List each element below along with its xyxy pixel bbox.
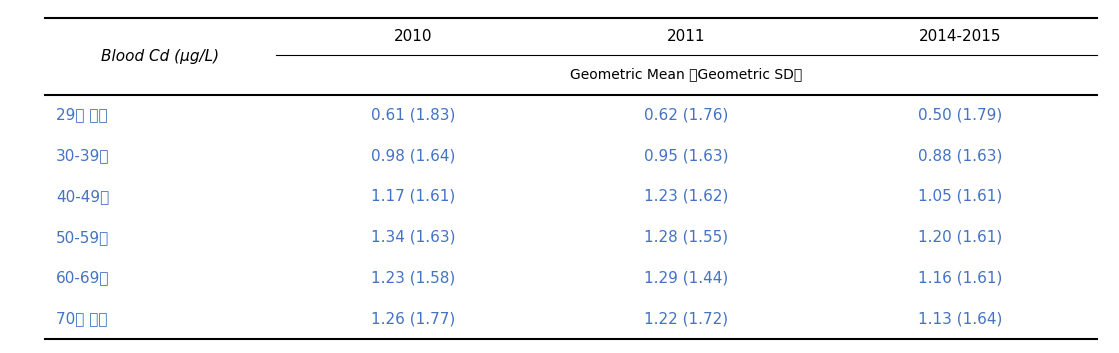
Text: 1.17 (1.61): 1.17 (1.61) [370,189,455,204]
Text: 30-39세: 30-39세 [56,148,110,163]
Text: 0.62 (1.76): 0.62 (1.76) [645,108,728,122]
Text: 1.22 (1.72): 1.22 (1.72) [645,311,728,326]
Text: 70세 이상: 70세 이상 [56,311,107,326]
Text: 0.88 (1.63): 0.88 (1.63) [918,148,1003,163]
Text: 2014-2015: 2014-2015 [919,29,1002,44]
Text: 60-69세: 60-69세 [56,270,110,285]
Text: 29세 이하: 29세 이하 [56,108,107,122]
Text: 1.13 (1.64): 1.13 (1.64) [918,311,1003,326]
Text: 2010: 2010 [394,29,432,44]
Text: 1.16 (1.61): 1.16 (1.61) [918,270,1003,285]
Text: Blood Cd (μg/L): Blood Cd (μg/L) [102,49,219,64]
Text: 1.28 (1.55): 1.28 (1.55) [645,230,728,245]
Text: 40-49세: 40-49세 [56,189,110,204]
Text: 0.50 (1.79): 0.50 (1.79) [918,108,1002,122]
Text: 1.23 (1.58): 1.23 (1.58) [370,270,455,285]
Text: 1.05 (1.61): 1.05 (1.61) [918,189,1002,204]
Text: 0.61 (1.83): 0.61 (1.83) [370,108,455,122]
Text: 1.23 (1.62): 1.23 (1.62) [645,189,728,204]
Text: 2011: 2011 [667,29,706,44]
Text: 50-59세: 50-59세 [56,230,110,245]
Text: 1.29 (1.44): 1.29 (1.44) [645,270,728,285]
Text: 1.26 (1.77): 1.26 (1.77) [370,311,455,326]
Text: 1.20 (1.61): 1.20 (1.61) [918,230,1002,245]
Text: 1.34 (1.63): 1.34 (1.63) [370,230,455,245]
Text: Geometric Mean （Geometric SD）: Geometric Mean （Geometric SD） [571,68,802,82]
Text: 0.95 (1.63): 0.95 (1.63) [645,148,728,163]
Text: 0.98 (1.64): 0.98 (1.64) [370,148,455,163]
